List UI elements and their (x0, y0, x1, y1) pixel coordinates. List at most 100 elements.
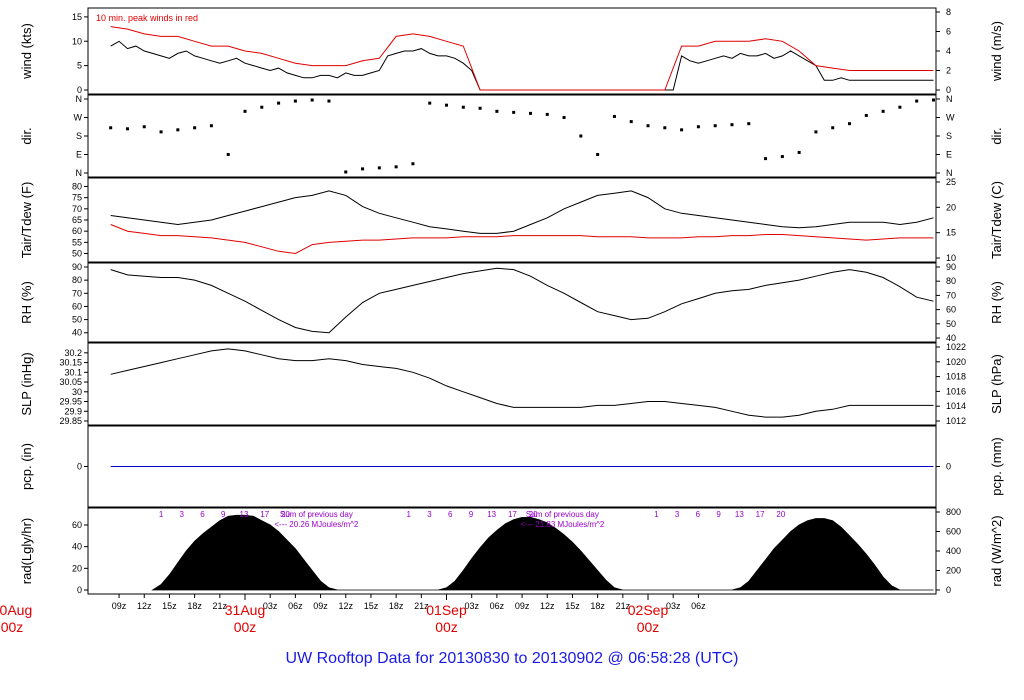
y2-tick-label: 0 (946, 85, 951, 95)
y-tick-label: 50 (72, 249, 82, 259)
solar-hour-label: 17 (508, 510, 517, 519)
ylabel-right: wind (m/s) (989, 21, 1004, 82)
dir-point (831, 126, 835, 130)
series-line-tairtdew-0 (110, 190, 934, 234)
dir-point (730, 123, 734, 127)
y-tick-label: 65 (72, 215, 82, 225)
y-tick-label: 10 (72, 36, 82, 46)
solar-hour-label: 13 (735, 510, 744, 519)
y2-tick-label: W (946, 113, 955, 123)
y2-tick-label: 0 (946, 585, 951, 595)
x-tick-label: 06z (490, 601, 505, 611)
x-tick-label: 09z (112, 601, 127, 611)
date-label-hour: 00z (234, 619, 257, 635)
y2-tick-label: 1012 (946, 416, 966, 426)
dir-point (696, 125, 700, 129)
y2-tick-label: 10 (946, 253, 956, 263)
x-tick-label: 12z (137, 601, 152, 611)
solar-hour-label: 3 (180, 510, 185, 519)
solar-hour-label: 9 (469, 510, 474, 519)
ylabel-right: RH (%) (989, 281, 1004, 324)
x-tick-label: 21z (414, 601, 429, 611)
date-label-hour: 00z (637, 619, 660, 635)
solar-hour-label: 20 (529, 510, 538, 519)
y-tick-label: 80 (72, 181, 82, 191)
dir-point (428, 101, 432, 105)
y-tick-label: 30.05 (59, 377, 82, 387)
y2-tick-label: 0 (946, 462, 951, 472)
x-tick-label: 18z (590, 601, 605, 611)
y-tick-label: 29.9 (64, 406, 82, 416)
ylabel-left: rad(Lgly/hr) (19, 518, 34, 584)
dir-point (411, 162, 415, 166)
dir-point (512, 110, 516, 114)
x-tick-label: 21z (213, 601, 228, 611)
x-tick-label: 15z (364, 601, 379, 611)
y2-tick-label: 800 (946, 507, 961, 517)
series-line-tairtdew-1 (110, 224, 934, 255)
solar-hour-label: 6 (448, 510, 453, 519)
y-tick-label: 40 (72, 542, 82, 552)
dir-point (260, 105, 264, 109)
y-tick-label: N (76, 168, 83, 178)
dir-point (125, 127, 129, 131)
y2-tick-label: E (946, 150, 952, 160)
radiation-area (151, 514, 934, 591)
solar-hour-label: 6 (200, 510, 205, 519)
y2-tick-label: 1016 (946, 386, 966, 396)
y2-tick-label: 90 (946, 262, 956, 272)
x-tick-label: 18z (389, 601, 404, 611)
dir-point (764, 157, 768, 161)
y2-tick-label: 15 (946, 228, 956, 238)
dir-point (579, 134, 583, 138)
dir-point (864, 113, 868, 117)
dir-point (596, 153, 600, 156)
y2-tick-label: 1018 (946, 372, 966, 382)
dir-point (814, 130, 818, 134)
y2-tick-label: 80 (946, 276, 956, 286)
rad-annotation-line1: Sum of previous day (526, 510, 599, 519)
y-tick-label: 5 (77, 61, 82, 71)
rad-annotation-line2: <--- 20.26 MJoules/m^2 (274, 520, 359, 529)
y2-tick-label: 60 (946, 305, 956, 315)
dir-point (327, 99, 331, 103)
y-tick-label: 0 (77, 462, 82, 472)
dir-point (663, 126, 667, 130)
dir-point (243, 109, 247, 113)
date-label: 01Sep (426, 602, 467, 618)
ylabel-left: Tair/Tdew (F) (19, 182, 34, 259)
x-tick-label: 09z (313, 601, 328, 611)
solar-hour-label: 9 (716, 510, 721, 519)
date-label-hour: 00z (435, 619, 458, 635)
y2-tick-label: N (946, 94, 953, 104)
panel-frame-dir (87, 94, 937, 178)
rad-annotation-line2: <--- 21.83 MJoules/m^2 (520, 520, 605, 529)
y2-tick-label: 25 (946, 177, 956, 187)
x-tick-label: 09z (515, 601, 530, 611)
solar-hour-label: 6 (696, 510, 701, 519)
dir-point (461, 105, 465, 109)
panel-frame-tairtdew (87, 177, 937, 263)
dir-point (226, 153, 230, 156)
y2-tick-label: 1020 (946, 357, 966, 367)
dir-point (344, 170, 348, 174)
dir-point (209, 124, 213, 128)
solar-hour-label: 17 (260, 510, 269, 519)
dir-point (445, 103, 449, 107)
x-tick-label: 21z (616, 601, 631, 611)
dir-point (478, 106, 482, 110)
y-tick-label: E (76, 150, 82, 160)
y-tick-label: 0 (77, 85, 82, 95)
x-tick-label: 03z (464, 601, 479, 611)
dir-point (159, 130, 163, 134)
y-tick-label: W (74, 113, 83, 123)
dir-point (545, 112, 549, 116)
y2-tick-label: 2 (946, 66, 951, 76)
dir-point (797, 150, 801, 154)
x-tick-label: 15z (565, 601, 580, 611)
ylabel-right: pcp. (mm) (989, 437, 1004, 496)
dir-point (562, 116, 566, 119)
solar-hour-label: 20 (281, 510, 290, 519)
y-tick-label: 70 (72, 204, 82, 214)
y-tick-label: 90 (72, 262, 82, 272)
